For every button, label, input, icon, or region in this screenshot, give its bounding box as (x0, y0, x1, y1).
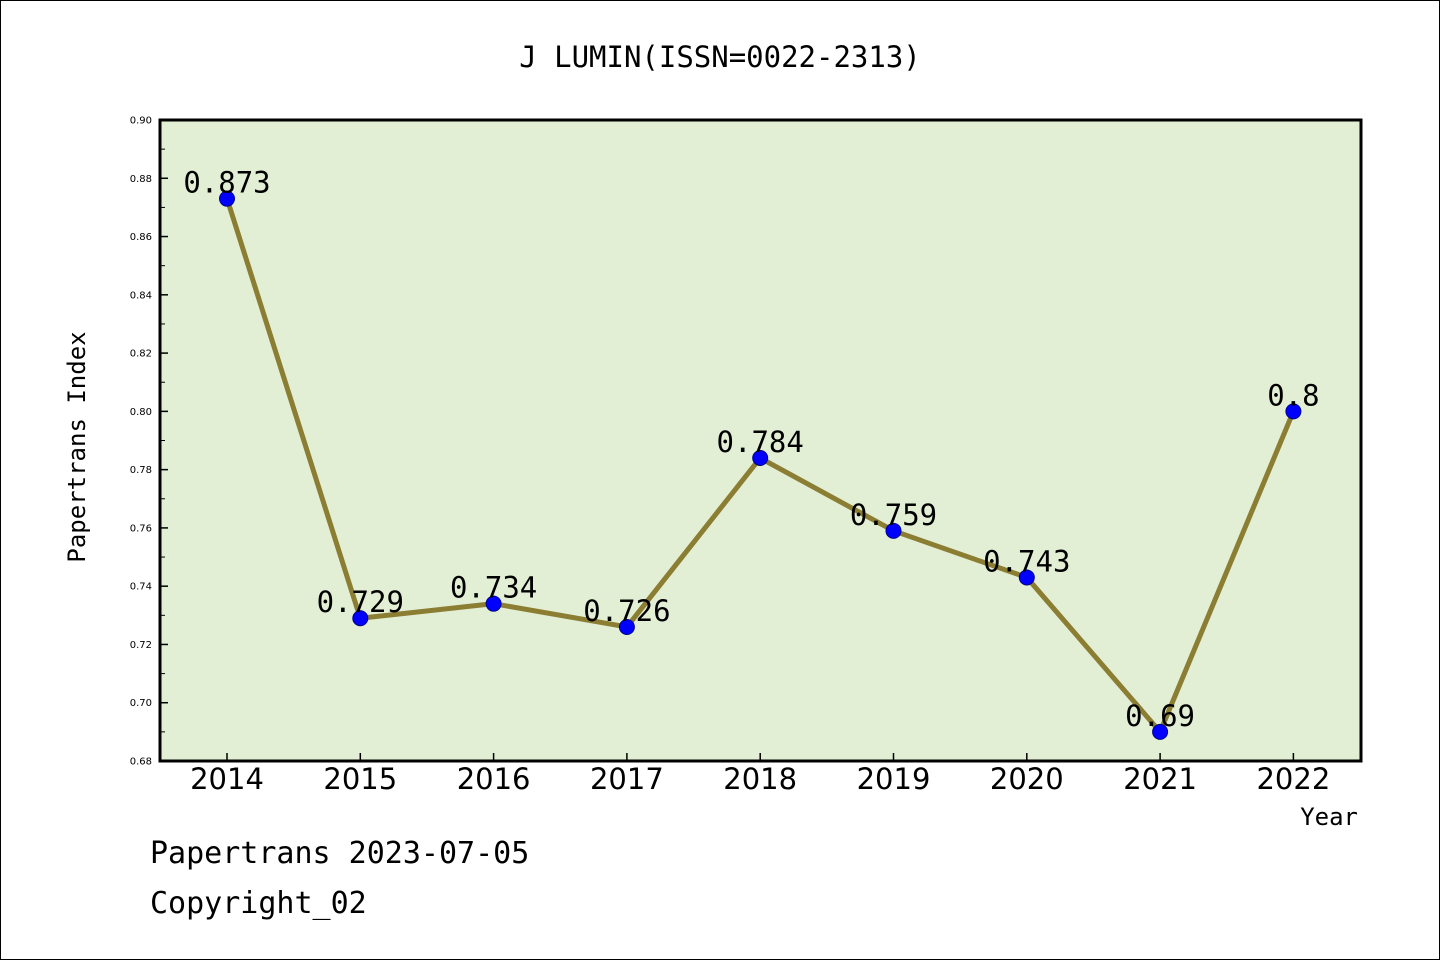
data-point (219, 190, 235, 207)
x-tick-label: 2018 (723, 762, 797, 796)
x-tick-label: 2022 (1256, 762, 1330, 796)
data-point (1285, 403, 1302, 420)
data-point (1152, 723, 1169, 740)
data-label: 0.726 (583, 594, 670, 628)
data-point (885, 522, 902, 539)
x-tick-label: 2019 (857, 762, 931, 796)
y-axis-label: Papertrans Index (63, 331, 91, 562)
y-tick-label: 0.86 (130, 232, 152, 243)
y-tick-label: 0.82 (130, 349, 152, 360)
y-tick-label: 0.78 (130, 465, 152, 476)
data-point (618, 618, 635, 635)
chart-title: J LUMIN(ISSN=0022-2313) (519, 40, 921, 74)
x-tick-label: 2017 (590, 762, 664, 796)
data-label: 0.69 (1125, 699, 1195, 733)
y-tick-label: 0.76 (130, 523, 152, 534)
data-point (752, 449, 769, 466)
x-axis: 2014 2015 2016 2017 2018 2019 2020 2021 2022 (190, 753, 1330, 796)
data-points (219, 190, 1302, 740)
data-label: 0.759 (850, 498, 937, 532)
data-label: 0.8 (1267, 378, 1319, 412)
plot-area (158, 118, 1363, 763)
footer-date: Papertrans 2023-07-05 (150, 836, 530, 871)
data-label: 0.743 (983, 544, 1070, 578)
data-label: 0.734 (450, 571, 537, 605)
y-tick-label: 0.74 (130, 582, 152, 593)
y-tick-label: 0.90 (130, 116, 152, 127)
data-point (352, 610, 369, 627)
y-tick-label: 0.88 (130, 174, 152, 185)
y-tick-label: 0.72 (130, 640, 152, 651)
y-tick-label: 0.84 (130, 290, 152, 301)
data-labels: 0.873 0.729 0.734 0.726 0.784 0.759 0.743 0.69 0… (183, 166, 1319, 733)
y-tick-label: 0.70 (130, 698, 152, 709)
x-tick-label: 2020 (990, 762, 1064, 796)
data-point (485, 595, 502, 612)
x-tick-label: 2014 (190, 762, 264, 796)
y-tick-label: 0.68 (130, 757, 152, 768)
data-label: 0.729 (317, 585, 404, 619)
y-tick-label: 0.80 (130, 407, 152, 418)
data-label: 0.873 (183, 166, 270, 200)
x-tick-label: 2015 (323, 762, 397, 796)
data-point (1018, 569, 1035, 586)
x-tick-label: 2021 (1123, 762, 1197, 796)
x-axis-label: Year (1300, 803, 1358, 831)
x-tick-label: 2016 (457, 762, 531, 796)
data-label: 0.784 (717, 425, 804, 459)
footer-copyright: Copyright_02 (150, 886, 367, 921)
y-axis: 0.68 0.70 0.72 0.74 0.76 0.78 0.80 0.82 0.84 0.86… (130, 116, 168, 768)
